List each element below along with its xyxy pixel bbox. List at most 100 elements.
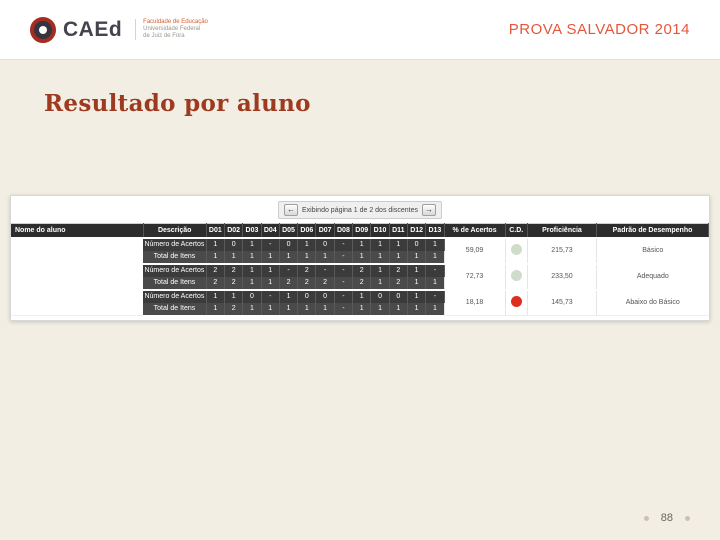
descriptor-value-cell: 1 (206, 289, 226, 303)
descriptor-value-cell: 1 (352, 289, 372, 303)
page-title: Resultado por aluno (44, 90, 311, 117)
descriptor-value-cell: 2 (389, 277, 408, 290)
pagination-bar: ← Exibindo página 1 de 2 dos discentes → (278, 201, 442, 219)
descriptor-value-cell: 2 (389, 263, 408, 277)
descriptor-value-cell: 0 (389, 289, 408, 303)
cd-indicator-icon (510, 270, 522, 281)
descriptor-value-cell: - (334, 303, 354, 315)
descriptor-value-cell: 1 (242, 251, 262, 264)
proficiency-cell: 145,73 (526, 289, 597, 316)
descriptor-value-cell: 2 (206, 277, 226, 290)
descriptor-value-cell: 1 (279, 303, 299, 315)
column-header: D03 (242, 223, 262, 239)
descriptor-value-cell: 1 (370, 263, 390, 277)
percent-correct-cell: 18,18 (443, 289, 506, 316)
performance-standard-cell: Básico (596, 237, 709, 265)
descriptor-value-cell: 1 (224, 289, 244, 303)
table-row: Número de Acertos 1 0 1-0 1 0-1 1 1 0 1 59,09 215,7… (11, 237, 709, 265)
descriptor-value-cell: - (315, 263, 335, 277)
description-cell: Número de Acertos (143, 263, 207, 277)
descriptor-value-cell: 1 (242, 277, 262, 290)
descriptor-value-cell: 1 (297, 303, 317, 315)
proficiency-cell: 233,50 (526, 263, 597, 291)
descriptor-value-cell: 1 (407, 251, 427, 264)
previous-page-button[interactable]: ← (284, 204, 298, 216)
descriptor-value-cell: 1 (352, 251, 372, 264)
brand-name: CAEd (63, 17, 123, 41)
column-header: D01 (206, 223, 226, 239)
descriptor-value-cell: 1 (425, 277, 445, 290)
percent-correct-cell: 59,09 (443, 237, 506, 265)
column-header: D12 (407, 223, 427, 239)
descriptor-value-cell: 0 (279, 237, 299, 251)
descriptor-value-cell: 1 (370, 277, 390, 290)
descriptor-value-cell: 1 (242, 237, 262, 251)
footer-dot (643, 515, 649, 521)
description-cell: Número de Acertos (143, 289, 207, 303)
column-header: D09 (352, 223, 372, 239)
results-table: Nome do aluno Descrição D01 D02 D03 D04 D05 D06… (11, 223, 709, 316)
description-cell: Total de Itens (143, 277, 207, 290)
cd-cell (504, 237, 528, 265)
brand-subtitle: Faculdade de Educação Universidade Feder… (135, 19, 208, 40)
column-header: Nome do aluno (11, 223, 144, 239)
performance-standard-cell: Abaixo do Básico (596, 289, 709, 316)
descriptor-value-cell: 1 (279, 251, 299, 264)
descriptor-value-cell: 1 (261, 277, 280, 290)
proficiency-cell: 215,73 (526, 237, 597, 265)
descriptor-value-cell: - (261, 237, 280, 251)
descriptor-value-cell: - (334, 277, 354, 290)
results-panel: ← Exibindo página 1 de 2 dos discentes →… (10, 195, 710, 321)
descriptor-value-cell: - (425, 263, 445, 277)
table-row: Número de Acertos 2 2 1 1-2- -2 1 2 1-72,73 233,5… (11, 263, 709, 291)
descriptor-value-cell: 1 (206, 303, 226, 315)
descriptor-value-cell: 2 (224, 303, 244, 315)
descriptor-value-cell: 0 (242, 289, 262, 303)
descriptor-value-cell: 1 (206, 251, 226, 264)
descriptor-value-cell: 1 (370, 303, 390, 315)
descriptor-value-cell: 0 (315, 289, 335, 303)
brand-subtitle-line: Universidade Federal (143, 26, 201, 32)
descriptor-value-cell: 2 (352, 263, 372, 277)
descriptor-value-cell: 1 (425, 251, 445, 264)
column-header: D06 (297, 223, 317, 239)
descriptor-value-cell: 1 (370, 237, 390, 251)
descriptor-value-cell: 1 (297, 237, 317, 251)
percent-correct-cell: 72,73 (443, 263, 506, 291)
cd-cell (504, 289, 528, 316)
pagination-label: Exibindo página 1 de 2 dos discentes (302, 206, 418, 214)
descriptor-value-cell: 1 (261, 251, 280, 264)
descriptor-value-cell: 0 (297, 289, 317, 303)
results-table-body: Número de Acertos 1 0 1-0 1 0-1 1 1 0 1 59,09 215,7… (11, 237, 709, 316)
presentation-title: PROVA SALVADOR 2014 (508, 21, 690, 38)
footer-dot (685, 515, 690, 521)
descriptor-value-cell: 1 (242, 263, 262, 277)
column-header: % de Acertos (444, 223, 506, 239)
descriptor-value-cell: - (261, 289, 280, 303)
top-header: CAEd Faculdade de Educação Universidade … (0, 0, 720, 60)
descriptor-value-cell: - (279, 263, 299, 277)
column-header: D02 (224, 223, 244, 239)
descriptor-value-cell: 0 (224, 237, 244, 251)
caed-logo-icon (30, 16, 56, 43)
student-name-cell (11, 263, 144, 291)
descriptor-value-cell: - (425, 289, 445, 303)
caed-logo: CAEd Faculdade de Educação Universidade … (30, 16, 208, 43)
column-header: Proficiência (527, 223, 598, 239)
descriptor-value-cell: 1 (261, 303, 280, 315)
descriptor-value-cell: 1 (407, 277, 427, 290)
descriptor-value-cell: - (334, 263, 354, 277)
cd-indicator-icon (510, 244, 522, 255)
next-page-button[interactable]: → (421, 204, 436, 216)
cd-cell (504, 263, 528, 291)
descriptor-value-cell: 1 (315, 251, 335, 264)
column-header: D10 (370, 223, 390, 239)
column-header: Descrição (143, 223, 207, 239)
descriptor-value-cell: 2 (224, 277, 244, 290)
descriptor-value-cell: 2 (297, 277, 317, 290)
slide-page-number: 88 (660, 512, 673, 524)
descriptor-value-cell: 1 (389, 237, 408, 251)
descriptor-value-cell: 0 (370, 289, 390, 303)
descriptor-value-cell: 1 (224, 251, 244, 264)
description-cell: Total de Itens (143, 303, 207, 315)
